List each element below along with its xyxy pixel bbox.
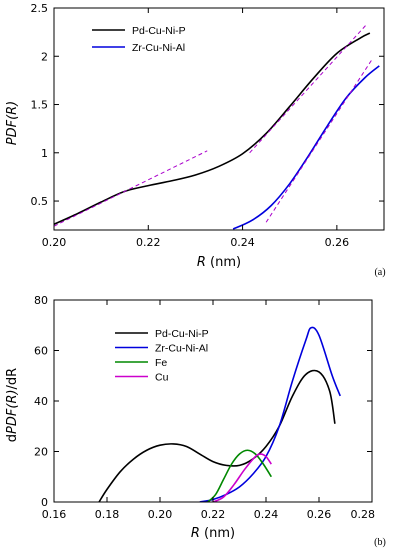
y-axis-label: PDF(R): [5, 101, 20, 146]
legend-label: Pd-Cu-Ni-P: [155, 328, 209, 340]
x-tick-label: 0.20: [148, 508, 173, 521]
x-tick-label: 0.28: [351, 508, 376, 521]
series-line-fe: [207, 449, 272, 502]
panel-label: (b): [374, 537, 386, 548]
series-line-cu: [212, 453, 272, 502]
legend-label: Zr-Cu-Ni-Al: [155, 343, 208, 355]
x-tick-label: 0.16: [42, 508, 67, 521]
plot-area: [54, 23, 380, 230]
x-tick-label: 0.24: [254, 508, 279, 521]
plot-frame: [53, 299, 373, 503]
y-tick-label: 20: [34, 446, 48, 459]
x-tick-label: 0.24: [230, 236, 255, 249]
y-tick-label: 2.5: [31, 2, 49, 15]
plot-frame: [53, 7, 385, 231]
panel-label: (a): [374, 267, 385, 278]
panel-b: 0.16 0.18 0.20 0.22 0.24 0.26 0.28 0 20 40 60 80 R (…: [5, 294, 386, 548]
series-line-pd-cu-ni-p: [98, 369, 336, 502]
y-tick-label: 2: [41, 50, 48, 63]
legend: Pd-Cu-Ni-P Zr-Cu-Ni-Al: [92, 25, 186, 54]
y-tick-label: 80: [34, 294, 48, 307]
series-line-pd-cu-ni-p: [54, 32, 371, 225]
y-tick-label: 60: [34, 345, 48, 358]
y-tick-label: 1.5: [31, 99, 49, 112]
x-tick-label: 0.20: [42, 236, 67, 249]
tangent-line: [249, 23, 368, 154]
y-axis-label: dPDF(R)/dR: [5, 368, 20, 442]
x-tick-label: 0.26: [325, 236, 350, 249]
x-tick-label: 0.18: [95, 508, 120, 521]
series-line-zr-cu-ni-al: [232, 65, 380, 230]
panel-a: 0.20 0.22 0.24 0.26 0.5 1 1.5 2 2.5 R (nm) PDF(R) P…: [5, 2, 386, 278]
x-axis-label: R (nm): [191, 526, 235, 541]
y-tick-label: 0: [41, 496, 48, 509]
plot-area: [98, 326, 341, 502]
tangent-line: [54, 150, 208, 227]
tangent-line: [265, 58, 373, 223]
x-tick-label: 0.22: [201, 508, 226, 521]
x-axis-label: R (nm): [197, 255, 241, 270]
legend-label: Cu: [155, 372, 169, 384]
legend-label: Fe: [155, 357, 167, 369]
legend-label: Pd-Cu-Ni-P: [132, 25, 186, 37]
y-tick-label: 1: [41, 147, 48, 160]
y-tick-label: 0.5: [31, 195, 49, 208]
y-tick-label: 40: [34, 395, 48, 408]
x-tick-label: 0.22: [136, 236, 161, 249]
x-tick-label: 0.26: [307, 508, 332, 521]
legend-label: Zr-Cu-Ni-Al: [132, 42, 185, 54]
legend: Pd-Cu-Ni-P Zr-Cu-Ni-Al Fe Cu: [115, 328, 209, 384]
